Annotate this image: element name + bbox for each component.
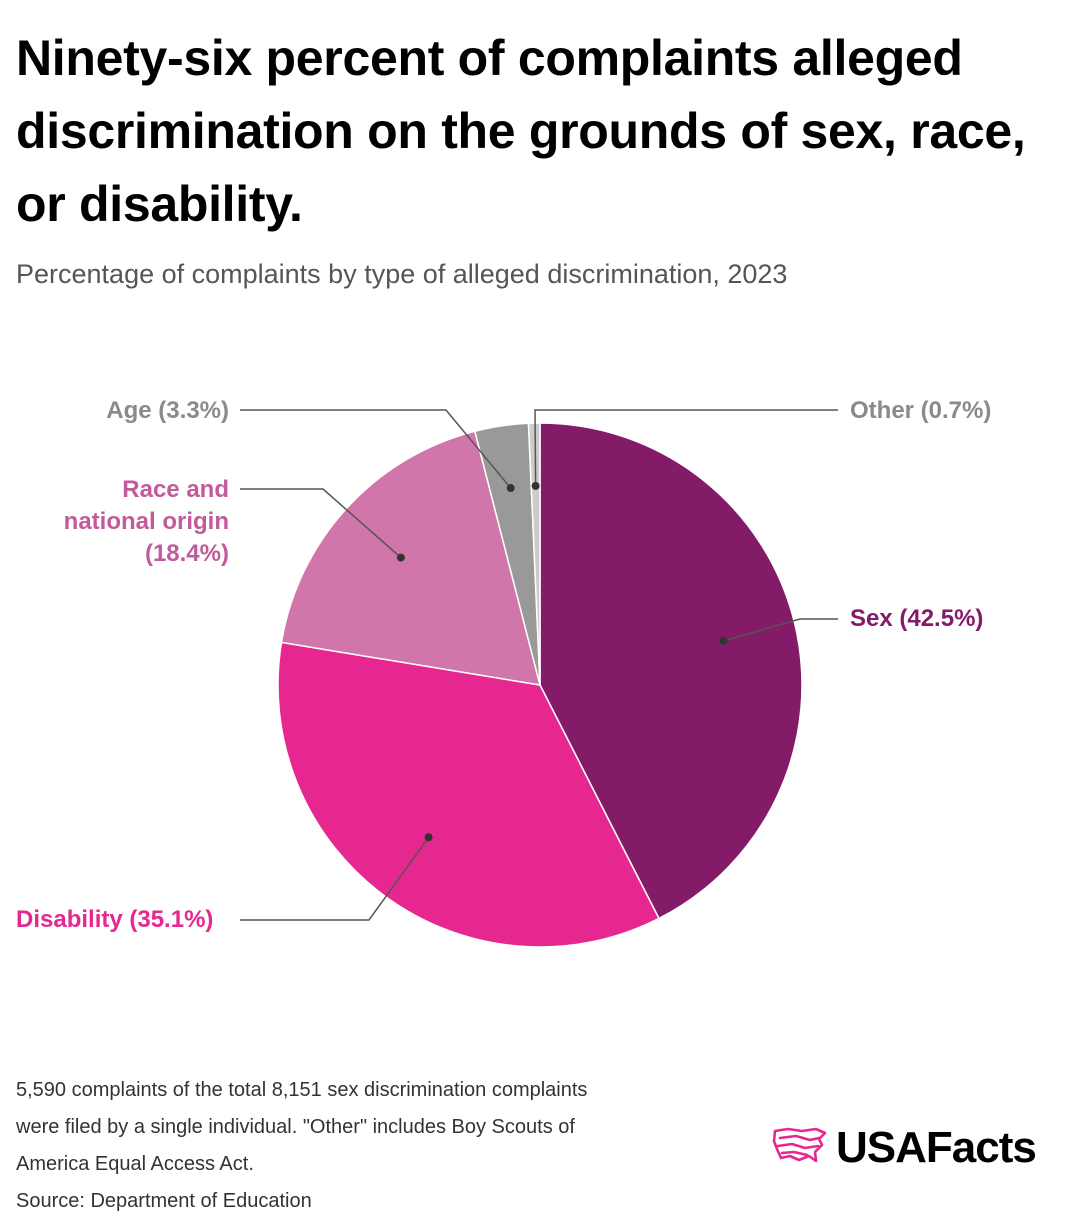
usa-map-icon <box>772 1127 827 1163</box>
chart-notes: 5,590 complaints of the total 8,151 sex … <box>16 1072 736 1220</box>
source-note: Source: Department of Education <box>16 1190 312 1212</box>
leader-dot-other <box>531 481 540 490</box>
leader-line-sex <box>723 618 838 642</box>
slice-label-age: Age (3.3%) <box>106 397 229 424</box>
slice-label-other: Other (0.7%) <box>850 397 992 424</box>
leader-dot-age <box>506 484 515 493</box>
note-line: America Equal Access Act. <box>16 1153 254 1175</box>
slice-label-race: Race and national origin (18.4%) <box>63 476 229 567</box>
usafacts-logo: USAFacts <box>772 1120 1037 1176</box>
pie-slice-sex <box>539 422 803 920</box>
leader-line-other <box>534 409 838 486</box>
leader-dot-disability <box>424 833 433 842</box>
chart-title: Ninety-six percent of complaints alleged… <box>16 30 1026 232</box>
brand-name: USAFacts <box>836 1123 1037 1172</box>
slice-label-sex: Sex (42.5%) <box>850 605 984 632</box>
chart-subtitle: Percentage of complaints by type of alle… <box>16 259 788 289</box>
note-line: 5,590 complaints of the total 8,151 sex … <box>16 1079 588 1101</box>
leader-dot-race-and-national-origin <box>396 553 405 562</box>
pie-slice-race-and-national-origin <box>280 430 542 686</box>
slice-label-disability: Disability (35.1%) <box>16 906 214 933</box>
leader-line-race-and-national-origin <box>240 488 402 559</box>
leader-dot-sex <box>719 636 728 645</box>
leader-line-age <box>240 409 512 489</box>
leader-line-disability <box>240 836 430 921</box>
note-line: were filed by a single individual. "Othe… <box>16 1116 575 1138</box>
